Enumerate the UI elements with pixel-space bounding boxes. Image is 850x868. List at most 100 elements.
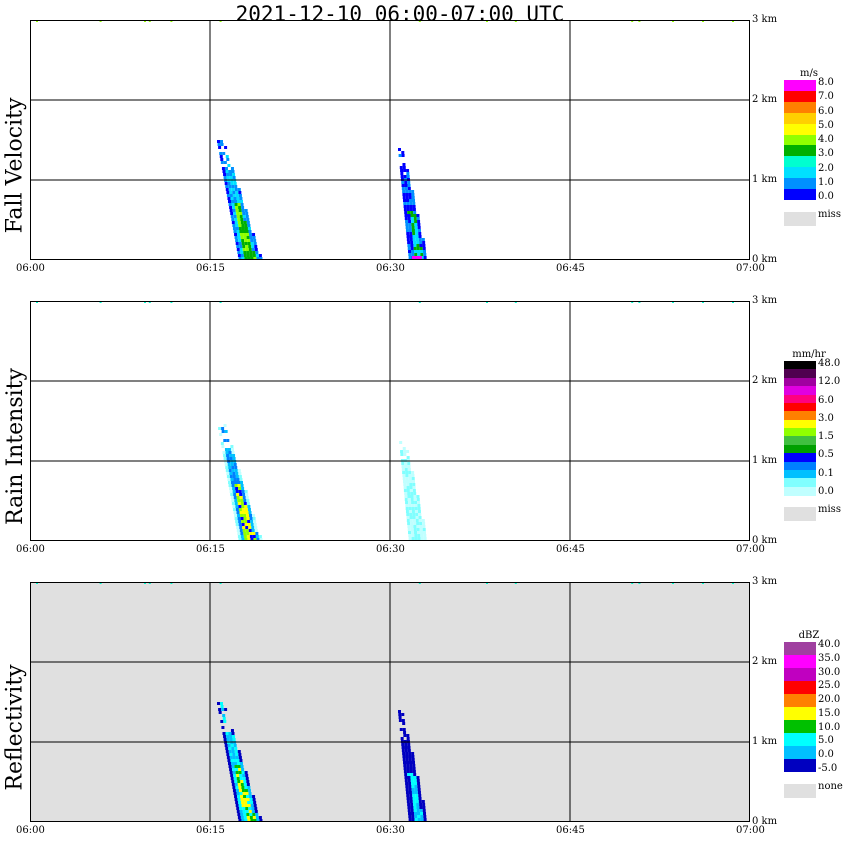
rain-cell	[251, 526, 255, 529]
rain-cell	[220, 140, 223, 143]
rain-cell	[235, 505, 239, 508]
rain-cell	[414, 785, 418, 788]
rain-cell	[235, 209, 239, 212]
rain-cell	[409, 519, 413, 522]
rain-cell	[238, 801, 242, 804]
colorbar-unit: mm/hr	[792, 349, 826, 360]
rain-cell	[405, 788, 409, 791]
rain-cell	[406, 734, 410, 737]
panel-title: Fall Velocity	[2, 97, 28, 233]
rain-cell	[242, 245, 246, 248]
rain-cell	[236, 496, 240, 499]
rain-cell	[236, 493, 240, 496]
rain-cell	[411, 229, 415, 232]
rain-cell	[416, 217, 420, 220]
rain-cell	[243, 502, 247, 505]
rain-cell	[226, 194, 230, 197]
rain-cell	[247, 819, 251, 822]
rain-cell	[414, 788, 418, 791]
rain-cell	[225, 469, 229, 472]
rain-cell	[226, 738, 230, 741]
rain-cell	[407, 498, 411, 501]
rain-cell	[249, 517, 253, 520]
rain-cell	[223, 720, 227, 723]
rain-cell	[236, 759, 240, 762]
rain-cell	[412, 235, 416, 238]
rain-cell	[240, 765, 244, 768]
rain-cell	[228, 747, 232, 750]
rain-cell	[408, 818, 412, 821]
rain-cell	[232, 490, 236, 493]
rain-cell	[250, 801, 254, 804]
rain-cell	[414, 507, 418, 510]
rain-cell	[409, 232, 413, 235]
rain-cell	[242, 807, 246, 810]
rain-cell	[235, 804, 239, 807]
colorbar-label: 6.0	[818, 394, 834, 406]
rain-cell	[406, 797, 410, 800]
rain-cell	[237, 750, 241, 753]
rain-cell	[404, 779, 408, 782]
rain-cell	[230, 729, 234, 732]
rain-cell	[414, 504, 418, 507]
rain-cell	[217, 140, 220, 143]
rain-cell	[220, 720, 224, 723]
rain-cell	[241, 768, 245, 771]
rain-cell	[398, 713, 402, 716]
rain-cell	[230, 777, 234, 780]
rain-cell	[244, 242, 248, 245]
rain-cell	[228, 203, 232, 206]
rain-cell	[232, 771, 236, 774]
rain-cell	[247, 801, 251, 804]
rain-cell	[416, 776, 420, 779]
rain-cell	[244, 257, 248, 260]
rain-cell	[401, 184, 405, 187]
rain-cell	[246, 813, 250, 816]
rain-cell	[402, 163, 406, 166]
rain-cell	[402, 166, 406, 169]
rain-cell	[411, 785, 415, 788]
rain-cell	[406, 205, 410, 208]
rain-cell	[248, 248, 252, 251]
rain-cell	[411, 220, 415, 223]
rain-cell	[236, 212, 240, 215]
rain-cell	[240, 481, 243, 484]
rain-cell	[403, 486, 407, 489]
rain-cell	[416, 244, 420, 247]
rain-cell	[246, 251, 250, 254]
rain-cell	[218, 427, 222, 430]
rain-cell	[406, 513, 410, 516]
rain-cell	[229, 487, 233, 490]
rain-cell	[226, 176, 230, 179]
rain-cell	[422, 806, 426, 809]
rain-cell	[243, 251, 247, 254]
rain-cell	[235, 520, 239, 523]
rain-cell	[412, 205, 416, 208]
rain-cell	[415, 519, 419, 522]
rain-cell	[406, 208, 410, 211]
rain-cell	[232, 173, 236, 176]
rain-cell	[221, 167, 225, 170]
rain-cell	[228, 451, 232, 454]
rain-cell	[406, 770, 410, 773]
rain-cell	[239, 774, 243, 777]
rain-cell	[229, 756, 233, 759]
rain-cell	[245, 810, 249, 813]
rain-cell	[232, 753, 236, 756]
rain-cell	[231, 502, 235, 505]
rain-cell	[227, 448, 231, 451]
rain-cell	[252, 813, 256, 816]
rain-cell	[229, 173, 233, 176]
rain-cell	[401, 743, 405, 746]
rain-cell	[240, 780, 244, 783]
rain-cell	[244, 523, 248, 526]
rain-cell	[232, 191, 236, 194]
rain-cell	[237, 762, 240, 765]
rain-cell	[244, 490, 248, 493]
rain-cell	[414, 818, 418, 821]
rain-cell	[241, 819, 245, 822]
rain-cell	[405, 507, 409, 510]
rain-cell	[412, 767, 416, 770]
rain-cell	[241, 242, 245, 245]
rain-cell	[230, 744, 234, 747]
